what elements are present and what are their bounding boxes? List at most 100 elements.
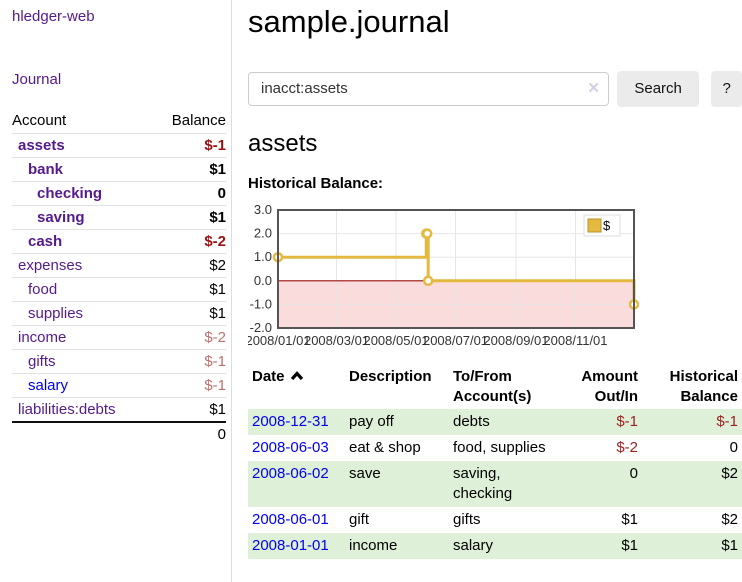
transaction-description: pay off <box>349 413 394 430</box>
accounts-column-header: To/From Account(s) <box>453 368 532 405</box>
transaction-date-link[interactable]: 2008-01-01 <box>252 537 329 554</box>
account-row: income $-2 <box>12 325 226 350</box>
account-balance: $-1 <box>152 349 226 374</box>
transaction-date-link[interactable]: 2008-06-03 <box>252 439 329 456</box>
account-row: salary $-1 <box>12 373 226 398</box>
account-link[interactable]: saving <box>37 209 85 226</box>
account-row: bank $1 <box>12 157 226 182</box>
account-link[interactable]: liabilities:debts <box>18 401 116 418</box>
account-row: expenses $2 <box>12 253 226 278</box>
account-balance: $1 <box>152 277 226 302</box>
historical-balance-chart: $3.0 2.0 1.0 0.0 -1.0 -2.02008/01/012008/03/0… <box>248 202 640 348</box>
date-column-header[interactable]: Date <box>248 365 345 409</box>
accounts-table-body: assets $-1 bank $1 checking 0 saving $1 cash $-2 e… <box>12 133 226 422</box>
account-balance: $1 <box>152 205 226 230</box>
help-button[interactable]: ? <box>711 70 742 107</box>
svg-text:2008/09/01: 2008/09/01 <box>483 333 548 348</box>
account-balance: $1 <box>152 397 226 422</box>
account-title: assets <box>248 130 318 157</box>
account-link[interactable]: bank <box>28 161 64 178</box>
account-row: checking 0 <box>12 181 226 206</box>
transaction-date-link[interactable]: 2008-06-01 <box>252 511 329 528</box>
register-table: Date Description To/From Account(s) Amou… <box>248 365 742 559</box>
account-link[interactable]: food <box>28 281 58 298</box>
account-row: assets $-1 <box>12 133 226 158</box>
account-link[interactable]: expenses <box>18 257 83 274</box>
search-input[interactable] <box>248 71 609 106</box>
transaction-description: gift <box>349 511 370 528</box>
account-balance: $2 <box>152 253 226 278</box>
svg-text:2008/05/01: 2008/05/01 <box>363 333 428 348</box>
register-table-body: 2008-12-31 pay off debts $-1 $-1 2008-06-03 ea… <box>248 409 742 559</box>
transaction-amount: 0 <box>629 465 638 482</box>
transaction-balance: 0 <box>729 439 738 456</box>
account-balance: $-1 <box>152 133 226 158</box>
transaction-row: 2008-12-31 pay off debts $-1 $-1 <box>248 409 742 435</box>
search-bar: ✕ Search ? <box>248 70 742 107</box>
account-balance: $-2 <box>152 325 226 350</box>
accounts-table: Account Balance assets $-1 bank $1 checking 0… <box>12 109 226 446</box>
account-balance: $1 <box>152 157 226 182</box>
account-link[interactable]: assets <box>18 137 65 154</box>
transaction-accounts: gifts <box>453 511 481 528</box>
transaction-description: save <box>349 465 381 482</box>
account-link[interactable]: supplies <box>28 305 84 322</box>
account-link[interactable]: gifts <box>28 353 56 370</box>
accounts-table-header: Account Balance <box>12 109 226 134</box>
svg-text:3.0: 3.0 <box>254 202 272 217</box>
svg-text:2008/07/01: 2008/07/01 <box>423 333 488 348</box>
account-balance: $-1 <box>152 373 226 398</box>
transaction-description: eat & shop <box>349 439 421 456</box>
amount-column-header: Amount Out/In <box>581 368 638 405</box>
description-column-header: Description <box>349 368 432 385</box>
account-balance: $1 <box>152 301 226 326</box>
transaction-row: 2008-01-01 income salary $1 $1 <box>248 533 742 559</box>
sidebar-item-journal[interactable]: Journal <box>12 71 62 88</box>
transaction-amount: $-2 <box>616 439 638 456</box>
total-balance: 0 <box>12 421 226 446</box>
svg-text:2008/01/01: 2008/01/01 <box>248 333 311 348</box>
transaction-description: income <box>349 537 398 554</box>
transaction-date-link[interactable]: 2008-06-02 <box>252 465 329 482</box>
svg-text:-2.0: -2.0 <box>250 320 272 335</box>
account-link[interactable]: salary <box>28 377 69 394</box>
account-row: food $1 <box>12 277 226 302</box>
main-content: sample.journal ✕ Search ? assets Histori… <box>248 0 742 582</box>
transaction-amount: $-1 <box>616 413 638 430</box>
search-button[interactable]: Search <box>616 70 700 107</box>
account-link[interactable]: cash <box>28 233 63 250</box>
svg-text:$: $ <box>603 218 611 233</box>
svg-text:2008/03/01: 2008/03/01 <box>304 333 369 348</box>
account-row: saving $1 <box>12 205 226 230</box>
account-row: gifts $-1 <box>12 349 226 374</box>
account-balance: $-2 <box>152 229 226 254</box>
transaction-date-link[interactable]: 2008-12-31 <box>252 413 329 430</box>
account-column-header: Account <box>12 112 67 129</box>
transaction-balance: $2 <box>721 511 738 528</box>
transaction-accounts: saving, checking <box>453 465 513 502</box>
account-link[interactable]: income <box>18 329 67 346</box>
chart-label: Historical Balance: <box>248 175 384 192</box>
balance-column-header: Historical Balance <box>669 368 738 405</box>
svg-text:0.0: 0.0 <box>254 273 272 288</box>
svg-text:2.0: 2.0 <box>254 226 272 241</box>
register-header-row: Date Description To/From Account(s) Amou… <box>248 365 742 409</box>
transaction-balance: $-1 <box>716 413 738 430</box>
transaction-balance: $2 <box>721 465 738 482</box>
transaction-balance: $1 <box>721 537 738 554</box>
transaction-row: 2008-06-02 save saving, checking 0 $2 <box>248 461 742 507</box>
transaction-row: 2008-06-03 eat & shop food, supplies $-2 0 <box>248 435 742 461</box>
sidebar: hledger-web Journal Account Balance asse… <box>0 0 232 582</box>
account-row: supplies $1 <box>12 301 226 326</box>
svg-text:1.0: 1.0 <box>254 249 272 264</box>
app-title-link[interactable]: hledger-web <box>12 8 95 25</box>
svg-text:2008/11/01: 2008/11/01 <box>543 333 607 348</box>
account-link[interactable]: checking <box>37 185 103 202</box>
clear-search-icon[interactable]: ✕ <box>587 79 600 97</box>
transaction-accounts: food, supplies <box>453 439 546 456</box>
transaction-accounts: salary <box>453 537 494 554</box>
svg-text:-1.0: -1.0 <box>250 296 272 311</box>
transaction-row: 2008-06-01 gift gifts $1 $2 <box>248 507 742 533</box>
sidebar-total-row: 0 <box>12 421 226 446</box>
balance-column-header: Balance <box>171 112 226 129</box>
